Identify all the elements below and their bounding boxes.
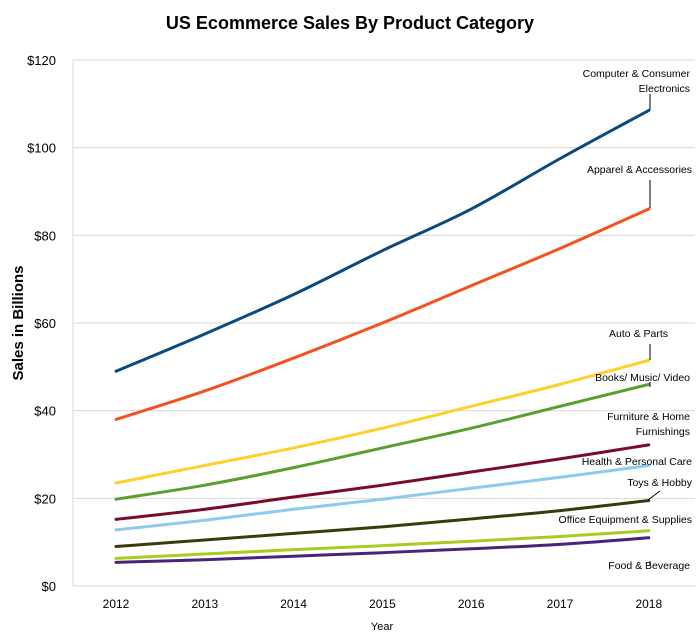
series-line [114, 536, 651, 564]
series-line [114, 443, 651, 521]
y-tick-label: $80 [34, 228, 56, 243]
series-line [114, 382, 651, 501]
x-axis-label: Year [371, 621, 394, 633]
x-tick-label: 2012 [103, 597, 130, 611]
series-label: Auto & Parts [609, 328, 668, 340]
y-axis-label: Sales in Billions [10, 265, 27, 380]
series-line [114, 207, 651, 421]
series-label: Office Equipment & Supplies [559, 514, 692, 526]
x-tick-label: 2015 [369, 597, 396, 611]
series-lines [114, 108, 651, 564]
series-line [114, 108, 651, 373]
series-labels: Computer & Consumer Electronics Apparel & … [559, 68, 693, 572]
x-tick-label: 2018 [635, 597, 662, 611]
series-line [114, 499, 651, 549]
x-tick-label: 2017 [547, 597, 574, 611]
series-line [114, 463, 651, 532]
label-leader-line [647, 490, 661, 501]
gridlines [72, 59, 695, 587]
x-axis-ticks: 2012 2013 2014 2015 2016 2017 2018 [103, 597, 663, 611]
series-label: Apparel & Accessories [587, 164, 692, 176]
y-tick-label: $100 [27, 141, 56, 156]
label-leaders [647, 94, 661, 566]
y-tick-label: $60 [34, 316, 56, 331]
y-tick-label: $20 [34, 491, 56, 506]
y-axis-ticks: $0 $20 $40 $60 $80 $100 $120 [27, 53, 56, 594]
series-label: Health & Personal Care [582, 456, 692, 468]
y-tick-label: $0 [42, 579, 56, 594]
series-label: Toys & Hobby [627, 477, 693, 489]
x-tick-label: 2016 [458, 597, 485, 611]
series-line [114, 529, 651, 560]
chart-title: US Ecommerce Sales By Product Category [166, 13, 534, 33]
x-tick-label: 2014 [280, 597, 307, 611]
y-tick-label: $40 [34, 404, 56, 419]
series-label: Furniture & Home Furnishings [607, 411, 690, 438]
series-label: Books/ Music/ Video [595, 372, 690, 384]
series-label: Food & Beverage [608, 560, 690, 572]
series-line [114, 358, 651, 485]
x-tick-label: 2013 [191, 597, 218, 611]
series-label: Computer & Consumer Electronics [583, 68, 691, 95]
y-tick-label: $120 [27, 53, 56, 68]
